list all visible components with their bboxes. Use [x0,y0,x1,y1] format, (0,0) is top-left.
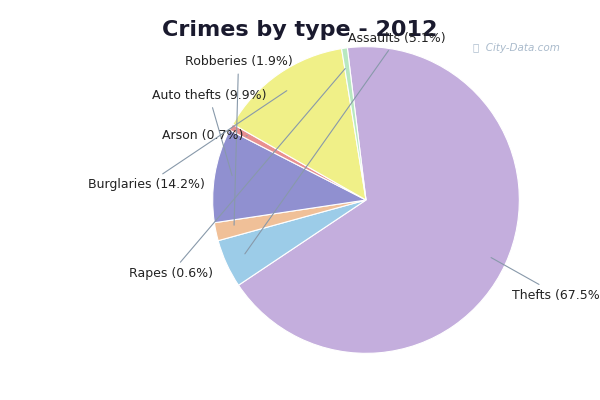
Text: Thefts (67.5%): Thefts (67.5%) [491,258,600,302]
Text: Rapes (0.6%): Rapes (0.6%) [128,68,345,280]
Wedge shape [233,49,366,200]
Text: Crimes by type - 2012: Crimes by type - 2012 [163,20,437,40]
Text: Assaults (5.1%): Assaults (5.1%) [245,32,445,254]
Text: Robberies (1.9%): Robberies (1.9%) [185,56,292,225]
Wedge shape [239,47,520,353]
Wedge shape [218,200,366,285]
Text: Arson (0.7%): Arson (0.7%) [162,129,247,142]
Wedge shape [214,200,366,241]
Wedge shape [341,48,366,200]
Text: ⓘ  City-Data.com: ⓘ City-Data.com [473,43,559,53]
Wedge shape [212,130,366,223]
Text: Burglaries (14.2%): Burglaries (14.2%) [88,91,287,191]
Text: Auto thefts (9.9%): Auto thefts (9.9%) [152,89,266,176]
Wedge shape [230,124,366,200]
